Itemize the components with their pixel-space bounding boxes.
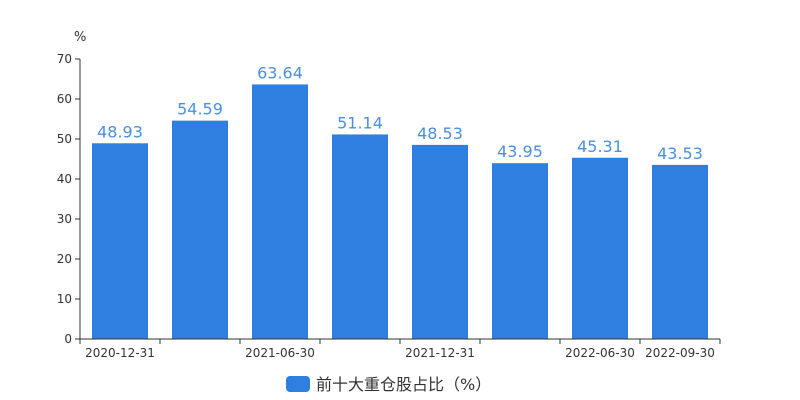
x-tick-label: 2022-06-30 xyxy=(565,346,635,360)
bar-data-label: 45.31 xyxy=(577,137,623,156)
bar xyxy=(412,144,468,339)
x-tick-label: 2021-06-30 xyxy=(245,346,315,360)
y-tick-label: 70 xyxy=(57,52,72,66)
bar-data-label: 48.53 xyxy=(417,124,463,143)
bar-data-label: 43.53 xyxy=(657,144,703,163)
legend-swatch xyxy=(286,376,310,392)
y-axis: 0 10 20 30 40 50 60 70 xyxy=(57,52,81,346)
bar xyxy=(492,163,548,339)
legend: 前十大重仓股占比（%） xyxy=(286,375,491,394)
bar-data-label: 48.93 xyxy=(97,122,143,141)
bar xyxy=(172,120,228,339)
bar-data-label: 63.64 xyxy=(257,63,303,82)
bar-data-label: 51.14 xyxy=(337,113,383,132)
y-tick-label: 20 xyxy=(57,252,72,266)
bar xyxy=(252,84,308,339)
x-axis: 2020-12-31 2021-06-30 2021-12-31 2022-06-30… xyxy=(79,338,721,360)
y-tick-label: 60 xyxy=(57,92,72,106)
x-tick-label: 2022-09-30 xyxy=(645,346,715,360)
x-tick-label: 2021-12-31 xyxy=(405,346,475,360)
legend-label: 前十大重仓股占比（%） xyxy=(316,375,491,394)
y-tick-label: 40 xyxy=(57,172,72,186)
y-tick-label: 10 xyxy=(57,292,72,306)
bar-series: 48.93 54.59 63.64 51.14 48.53 43.95 45.31 43.53 xyxy=(92,63,708,339)
bar xyxy=(572,157,628,339)
bar xyxy=(92,143,148,339)
bar-data-label: 43.95 xyxy=(497,142,543,161)
bar xyxy=(332,134,388,339)
y-tick-label: 50 xyxy=(57,132,72,146)
y-tick-label: 0 xyxy=(64,332,72,346)
y-axis-unit-label: % xyxy=(74,30,86,45)
y-tick-label: 30 xyxy=(57,212,72,226)
bar-data-label: 54.59 xyxy=(177,100,223,119)
x-tick-label: 2020-12-31 xyxy=(85,346,155,360)
bar xyxy=(652,164,708,339)
